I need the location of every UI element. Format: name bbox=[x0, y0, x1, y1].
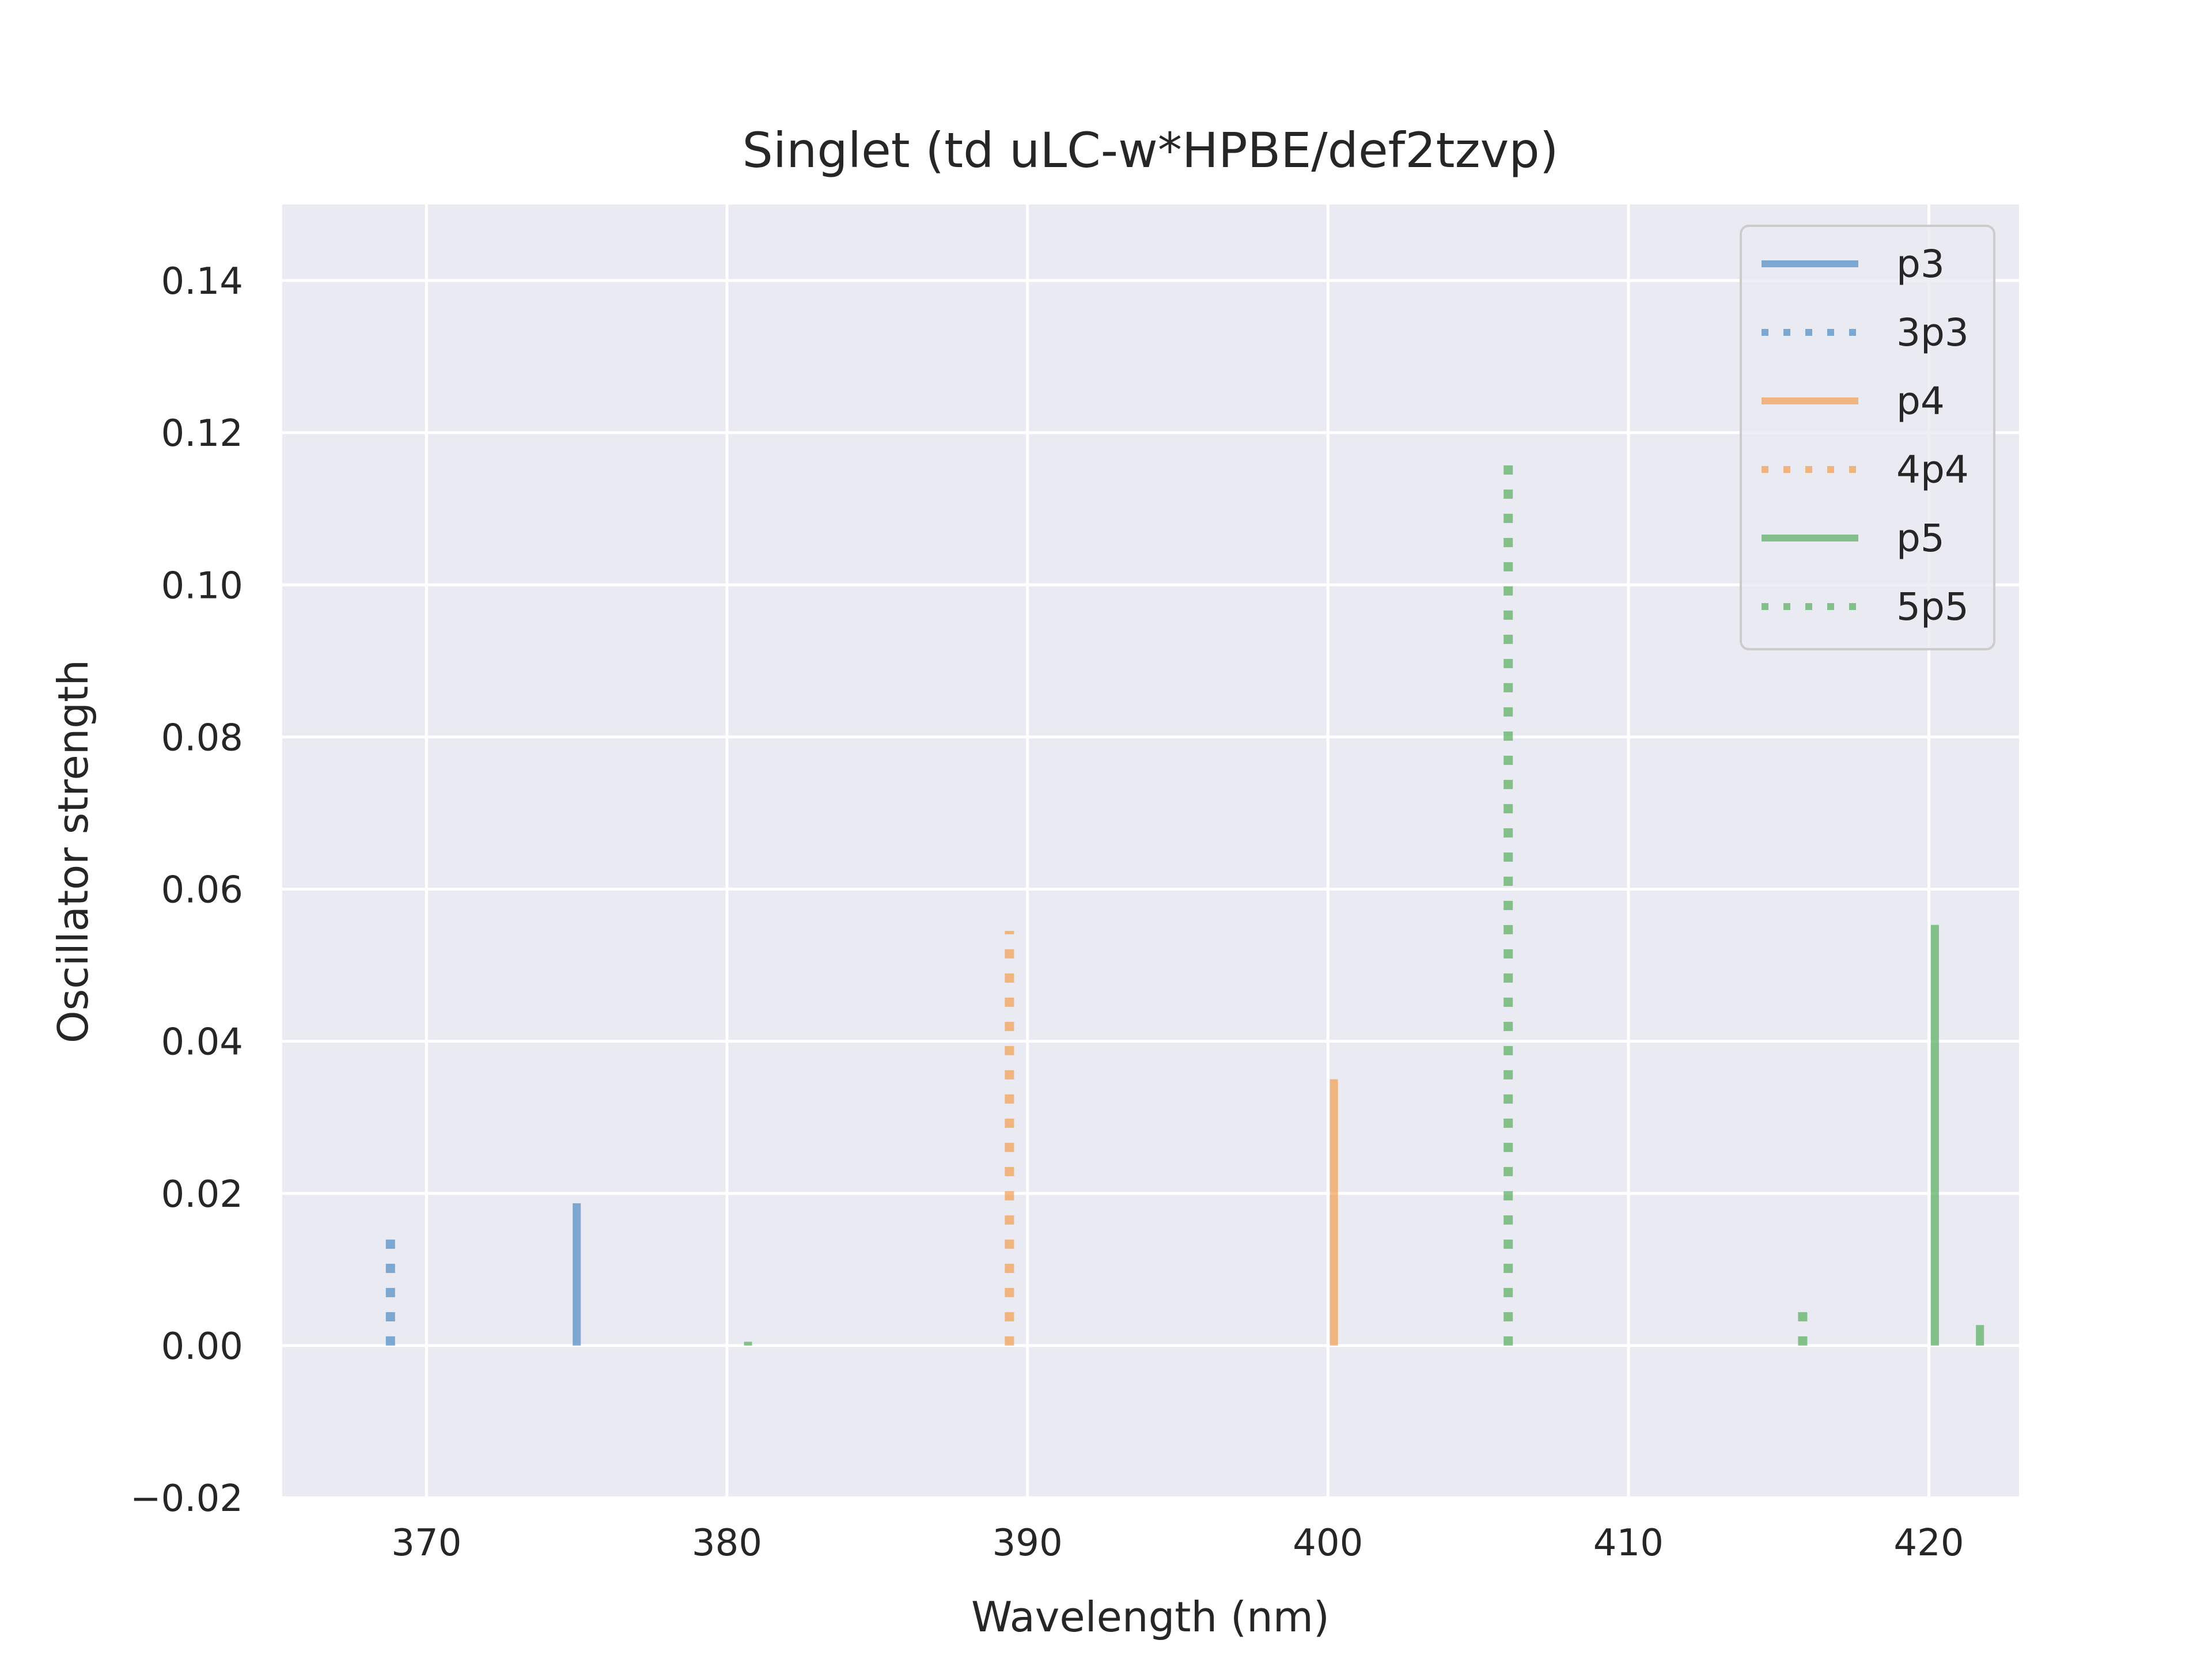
legend: p3 3p3 p4 4p4 p5 5p5 bbox=[1740, 225, 1995, 650]
y-tick-label: 0.04 bbox=[161, 1021, 244, 1064]
y-axis-label: Oscillator strength bbox=[49, 660, 97, 1043]
y-tick-label: −0.02 bbox=[130, 1478, 243, 1520]
y-tick-labels: −0.02 0.00 0.02 0.04 0.06 0.08 0.10 0.12 0.14 bbox=[130, 260, 243, 1520]
y-tick-label: 0.14 bbox=[161, 260, 244, 303]
x-tick-label: 420 bbox=[1893, 1522, 1964, 1565]
x-grid bbox=[425, 204, 1931, 1498]
x-tick-label: 380 bbox=[692, 1522, 762, 1565]
y-tick-label: 0.10 bbox=[161, 565, 244, 607]
y-tick-label: 0.08 bbox=[161, 717, 244, 759]
chart-title: Singlet (td uLC-w*HPBE/def2tzvp) bbox=[743, 122, 1559, 179]
x-axis-label: Wavelength (nm) bbox=[971, 1593, 1330, 1641]
x-tick-label: 390 bbox=[993, 1522, 1063, 1565]
legend-label-p3: p3 bbox=[1896, 242, 1945, 286]
x-tick-label: 370 bbox=[391, 1522, 461, 1565]
legend-label-3p3: 3p3 bbox=[1896, 310, 1969, 355]
y-tick-label: 0.02 bbox=[161, 1173, 244, 1216]
legend-frame bbox=[1740, 225, 1995, 650]
x-tick-label: 410 bbox=[1593, 1522, 1664, 1565]
y-tick-label: 0.00 bbox=[161, 1325, 244, 1368]
legend-label-p5: p5 bbox=[1896, 516, 1945, 560]
y-tick-label: 0.12 bbox=[161, 412, 244, 455]
plot-area bbox=[282, 204, 2019, 1498]
legend-label-4p4: 4p4 bbox=[1896, 448, 1969, 492]
y-tick-label: 0.06 bbox=[161, 869, 244, 912]
legend-label-p4: p4 bbox=[1896, 379, 1945, 423]
x-tick-labels: 370 380 390 400 410 420 bbox=[391, 1522, 1964, 1565]
spectral-lines bbox=[385, 463, 1984, 1346]
legend-label-5p5: 5p5 bbox=[1896, 585, 1969, 629]
y-grid bbox=[282, 279, 2019, 1499]
x-tick-label: 400 bbox=[1293, 1522, 1363, 1565]
